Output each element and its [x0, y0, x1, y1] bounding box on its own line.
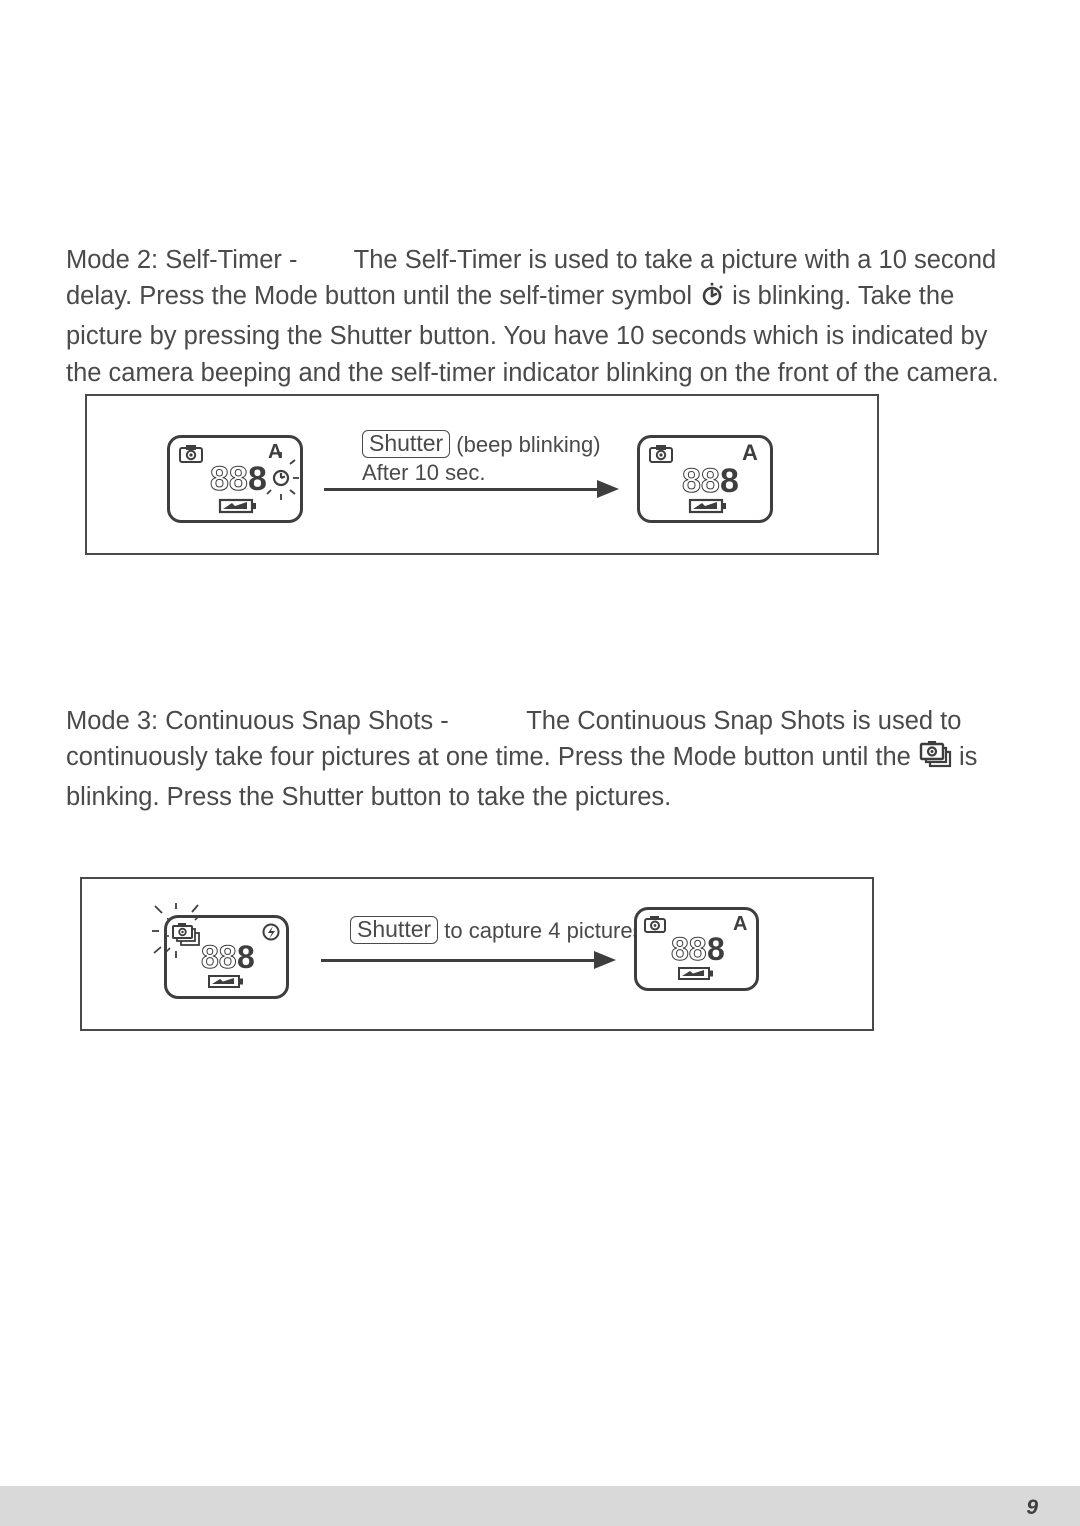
diagram-continuous: 88 8 Shutter t: [80, 877, 874, 1031]
lcd-after-timer: A 88 8: [637, 435, 773, 523]
mode3-paragraph: Mode 3: Continuous Snap Shots - The Cont…: [66, 677, 1014, 841]
shutter-chip-2: Shutter: [350, 916, 438, 944]
svg-text:8: 8: [248, 460, 267, 498]
shutter-caption-2: Shutter to capture 4 pictures: [350, 916, 644, 945]
svg-text:A: A: [733, 913, 747, 935]
shutter-chip: Shutter: [362, 430, 450, 458]
arrow-line-1: [324, 488, 599, 491]
svg-text:88: 88: [682, 462, 720, 500]
svg-text:8: 8: [707, 931, 725, 967]
svg-text:8: 8: [720, 462, 739, 500]
continuous-snap-icon: [918, 741, 952, 779]
mode2-title: Mode 2: Self-Timer -: [66, 246, 305, 274]
svg-text:A: A: [742, 440, 758, 465]
mode2-paragraph: Mode 2: Self-Timer - The Self-Timer is u…: [66, 216, 1014, 417]
page-number: 9: [1026, 1496, 1038, 1519]
arrow-head-1: [597, 480, 619, 498]
diagram-self-timer: A 88 8: [85, 394, 879, 555]
self-timer-icon: [699, 282, 725, 318]
manual-page: Mode 2: Self-Timer - The Self-Timer is u…: [0, 0, 1080, 1526]
shutter-caption-1: Shutter (beep blinking) After 10 sec.: [362, 430, 601, 486]
svg-text:88: 88: [210, 460, 248, 498]
svg-text:88: 88: [671, 931, 707, 967]
page-footer: 9: [0, 1486, 1080, 1526]
blink-rays: [152, 903, 302, 1013]
lcd-after-burst: A 88 8: [634, 907, 759, 991]
mode3-title: Mode 3: Continuous Snap Shots -: [66, 707, 456, 735]
arrow-head-2: [594, 951, 616, 969]
arrow-line-2: [321, 959, 596, 962]
lcd-before-timer: A 88 8: [167, 435, 303, 523]
